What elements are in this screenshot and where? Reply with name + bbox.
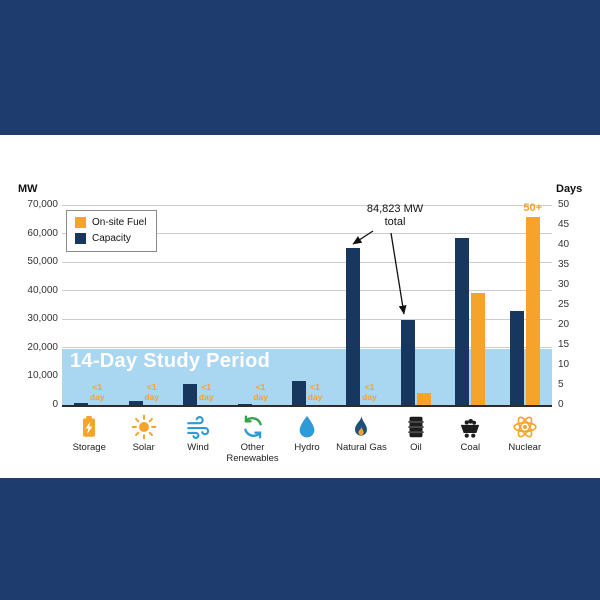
left-axis-tick-label: 30,000 (27, 313, 58, 325)
onsite-fuel-value-label: <1 day (89, 382, 105, 402)
left-axis-tick-label: 60,000 (27, 227, 58, 239)
gridline (62, 261, 552, 263)
atom-icon (512, 414, 538, 440)
capacity-bar (292, 380, 306, 405)
chart-panel (0, 135, 600, 478)
onsite-fuel-value-label: <1 day (198, 382, 214, 402)
capacity-bar (183, 383, 198, 405)
category-label: Oil (410, 442, 422, 453)
capacity-swatch (75, 233, 86, 244)
right-axis-tick-label: 15 (558, 339, 570, 350)
onsite-fuel-value-label: 50+ (523, 202, 543, 214)
legend-label-onsite-fuel: On-site Fuel (92, 217, 147, 228)
category-label: Natural Gas (336, 442, 387, 453)
category-label: Coal (460, 442, 481, 453)
left-axis-tick-label: 10,000 (27, 370, 58, 382)
right-axis-tick-label: 0 (558, 399, 564, 410)
right-axis-tick-label: 45 (558, 219, 570, 230)
capacity-bar (400, 319, 415, 405)
right-axis-tick-label: 10 (558, 359, 570, 370)
right-axis-tick-label: 20 (558, 319, 570, 330)
gridline (62, 204, 552, 206)
left-axis-tick-label: 70,000 (27, 199, 58, 210)
x-axis-line (62, 405, 552, 407)
chart-legend: On-site Fuel Capacity (66, 210, 158, 252)
left-axis-title: MW (18, 183, 38, 195)
capacity-bar (455, 237, 470, 405)
onsite-fuel-value-label: <1 day (307, 382, 323, 402)
category-label: Hydro (294, 442, 320, 453)
category-label: Solar (132, 442, 155, 453)
category-label: Other Renewables (226, 442, 279, 464)
capacity-bar (346, 247, 361, 405)
legend-item-onsite-fuel: On-site Fuel (75, 217, 146, 228)
left-axis-tick-label: 20,000 (27, 341, 58, 353)
onsite-fuel-bar (471, 293, 486, 405)
capacity-bar (74, 403, 89, 405)
capacity-bar (128, 400, 143, 405)
flame-icon (348, 414, 374, 440)
onsite-fuel-value-label: <1 day (144, 382, 159, 402)
gridline (62, 233, 552, 235)
coal-cart-icon (457, 414, 483, 440)
right-axis-title: Days (556, 183, 583, 195)
legend-item-capacity: Capacity (75, 233, 146, 244)
left-axis-tick-label: 50,000 (27, 256, 58, 268)
gridline (62, 290, 552, 292)
right-axis-tick-label: 40 (558, 239, 570, 250)
study-period-band-label: 14-Day Study Period (70, 350, 271, 372)
category-label: Storage (72, 442, 106, 453)
onsite-fuel-swatch (75, 217, 86, 228)
water-drop-icon (294, 414, 320, 440)
right-axis-tick-label: 25 (558, 299, 570, 310)
legend-label-capacity: Capacity (92, 233, 131, 244)
recycle-icon (240, 414, 266, 440)
battery-icon (76, 414, 102, 440)
category-label: Wind (187, 442, 209, 453)
onsite-fuel-bar (416, 393, 431, 405)
study-period-band (62, 349, 552, 405)
wind-icon (185, 414, 211, 440)
oil-barrel-icon (403, 414, 429, 440)
right-axis-tick-label: 35 (558, 259, 570, 270)
onsite-fuel-bar (525, 217, 540, 405)
right-axis-tick-label: 5 (558, 379, 564, 390)
gridline (62, 318, 552, 320)
onsite-fuel-value-label: <1 day (253, 382, 268, 402)
gridline (62, 347, 552, 349)
left-axis-tick-label: 40,000 (27, 284, 58, 296)
right-axis-tick-label: 30 (558, 279, 570, 290)
annotation-total-label: 84,823 MW total (366, 203, 424, 229)
category-label: Nuclear (508, 442, 542, 453)
capacity-bar (509, 310, 524, 405)
right-axis-tick-label: 50 (558, 199, 570, 210)
onsite-fuel-value-label: <1 day (362, 382, 377, 402)
sun-icon (131, 414, 157, 440)
capacity-bar (237, 403, 252, 405)
left-axis-tick-label: 0 (52, 399, 58, 410)
